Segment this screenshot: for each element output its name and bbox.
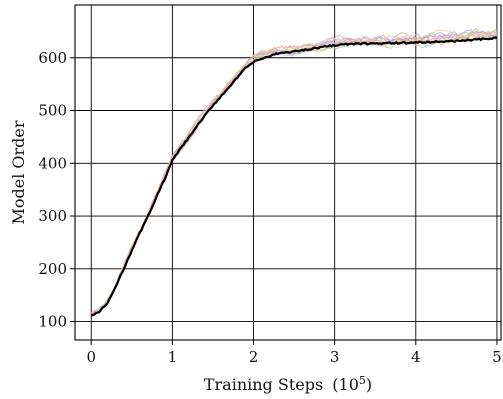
x-tick-label: 1 (168, 348, 178, 366)
y-tick-label: 200 (38, 260, 67, 278)
y-tick-label: 500 (38, 102, 67, 120)
run-series-line (90, 31, 498, 314)
run-series-line (90, 31, 498, 314)
x-tick-label: 0 (86, 348, 96, 366)
x-tick-label: 3 (330, 348, 340, 366)
run-series-line (91, 28, 498, 314)
y-tick-label: 600 (38, 49, 67, 67)
run-series-line (91, 29, 498, 314)
run-series-line (91, 34, 498, 315)
y-tick-label: 100 (38, 313, 67, 331)
run-lines (90, 28, 498, 315)
x-tick-label: 5 (492, 348, 502, 366)
run-series-line (91, 28, 498, 315)
x-tick-label: 4 (411, 348, 421, 366)
plot-frame (74, 4, 502, 341)
run-series-line (91, 31, 498, 314)
run-series-line (90, 34, 498, 314)
x-tick-label: 2 (249, 348, 259, 366)
y-axis-title: Model Order (9, 120, 28, 224)
run-series-line (91, 33, 498, 314)
x-tick-labels: 0 1 2 3 4 5 (86, 348, 501, 366)
y-tick-labels: 100 200 300 400 500 600 (38, 49, 67, 331)
grid (70, 5, 501, 345)
y-tick-label: 300 (38, 207, 67, 225)
x-axis-title: Training Steps (105) (204, 374, 372, 394)
run-series-line (91, 29, 498, 314)
mean-series-line (90, 36, 497, 317)
y-tick-label: 400 (38, 154, 67, 172)
